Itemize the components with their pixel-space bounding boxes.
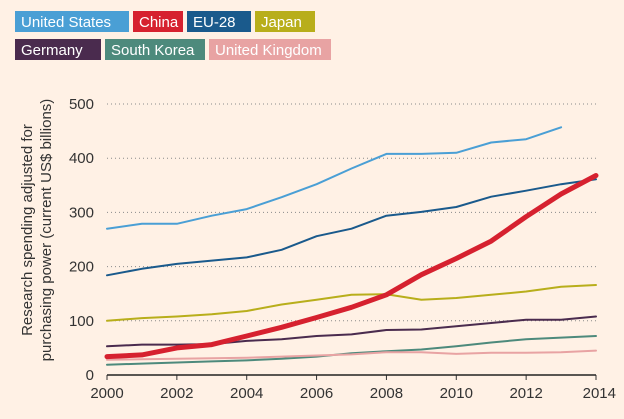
legend-label-china: China [139, 14, 179, 31]
y-axis-ticks: 0 100 200 300 400 500 [69, 96, 94, 384]
y-tick-label-200: 200 [69, 259, 94, 276]
legend-label-japan: Japan [261, 14, 302, 31]
x-tick-label-2004: 2004 [230, 385, 263, 402]
series-line-united-states [106, 126, 563, 230]
legend-item-south-korea: South Korea [105, 39, 205, 60]
legend-label-germany: Germany [21, 42, 83, 59]
legend-swatch-united-kingdom [209, 39, 331, 60]
x-tick-label-2014: 2014 [583, 385, 616, 402]
series-line-united-kingdom [106, 349, 597, 361]
legend-swatch-south-korea [105, 39, 205, 60]
legend-item-japan: Japan [255, 11, 315, 32]
series-line-eu-28 [106, 178, 597, 277]
y-tick-label-100: 100 [69, 313, 94, 330]
series-lines [104, 126, 599, 366]
legend-label-south-korea: South Korea [111, 42, 195, 59]
x-tick-label-2008: 2008 [370, 385, 403, 402]
x-tick-label-2000: 2000 [90, 385, 123, 402]
legend-item-eu-28: EU-28 [187, 11, 251, 32]
legend-label-united-states: United States [21, 14, 111, 31]
legend-swatch-united-states [15, 11, 129, 32]
series-line-south-korea [106, 335, 597, 366]
legend-swatch-china [133, 11, 183, 32]
legend-item-united-kingdom: United Kingdom [209, 39, 331, 60]
x-axis-ticks: 2000 2002 2004 2006 2008 2010 2012 2014 [90, 375, 616, 402]
legend-swatch-eu-28 [187, 11, 251, 32]
y-tick-label-500: 500 [69, 96, 94, 113]
y-axis-title-line-1: Research spending adjusted for [19, 124, 36, 336]
x-tick-label-2012: 2012 [509, 385, 542, 402]
legend: United States China EU-28 Japan Germany South… [15, 11, 331, 60]
y-tick-label-0: 0 [86, 367, 94, 384]
legend-swatch-germany [15, 39, 101, 60]
y-tick-label-300: 300 [69, 204, 94, 221]
legend-label-eu-28: EU-28 [193, 14, 236, 31]
legend-item-china: China [133, 11, 183, 32]
x-tick-label-2010: 2010 [440, 385, 473, 402]
y-axis-title-line-2: purchasing power (current US$ billions) [38, 99, 55, 362]
series-line-china [104, 173, 599, 360]
legend-item-united-states: United States [15, 11, 129, 32]
gridlines [107, 103, 596, 322]
legend-item-germany: Germany [15, 39, 101, 60]
legend-swatch-japan [255, 11, 315, 32]
x-tick-label-2006: 2006 [300, 385, 333, 402]
x-tick-label-2002: 2002 [160, 385, 193, 402]
legend-label-united-kingdom: United Kingdom [215, 42, 322, 59]
series-line-japan [106, 284, 597, 322]
y-tick-label-400: 400 [69, 150, 94, 167]
